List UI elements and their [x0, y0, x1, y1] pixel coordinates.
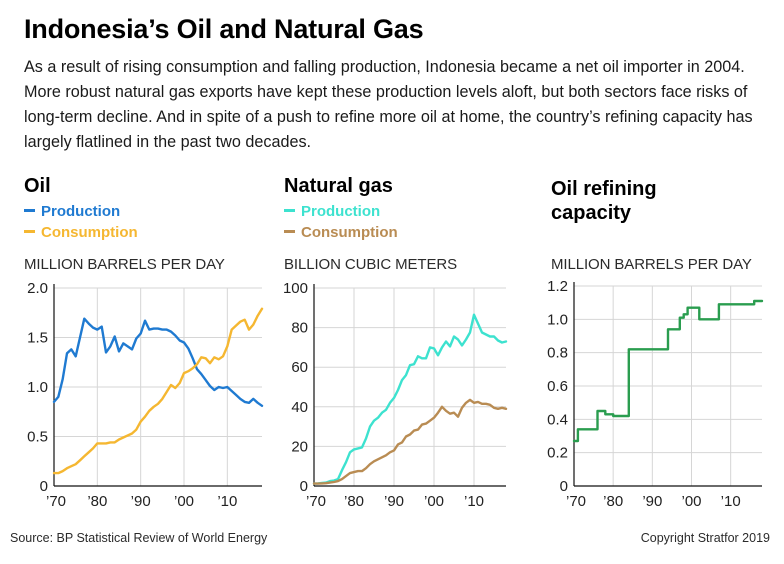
- gas-consumption-line: [312, 398, 508, 485]
- gas-consumption-swatch: [284, 229, 295, 233]
- copyright-note: Copyright Stratfor 2019: [640, 531, 770, 545]
- gas-legend-consumption: Consumption: [284, 224, 398, 242]
- gas-xtick-label: ’80: [344, 493, 364, 510]
- oil-legend-consumption: Consumption: [24, 224, 138, 242]
- gas-ytick-label: 20: [291, 438, 308, 455]
- oil-ytick-label: 2.0: [27, 280, 48, 297]
- refining-ytick-label: 0.2: [547, 445, 568, 462]
- gas-ytick-label: 0: [300, 478, 308, 495]
- gas-production-line: [312, 313, 508, 485]
- gas-ytick-label: 80: [291, 320, 308, 337]
- refining-ytick-label: 0.6: [547, 378, 568, 395]
- oil-legend-production-label: Production: [41, 203, 121, 220]
- oil-panel-title: Oil: [24, 175, 51, 197]
- oil-xtick-label: ’90: [131, 493, 151, 510]
- gas-xtick-label: ’90: [384, 493, 404, 510]
- oil-xtick-label: ’80: [87, 493, 107, 510]
- gas-ytick-label: 100: [283, 280, 308, 297]
- oil-unit-label: MILLION BARRELS PER DAY: [24, 256, 225, 273]
- refining-xtick-label: ’80: [603, 493, 623, 510]
- oil-production-line: [52, 317, 264, 407]
- gas-legend-production-label: Production: [301, 203, 381, 220]
- refining-xtick-label: ’00: [681, 493, 701, 510]
- refining-ytick-label: 0: [560, 478, 568, 495]
- oil-ytick-label: 0.5: [27, 429, 48, 446]
- gas-panel-title: Natural gas: [284, 175, 393, 197]
- oil-xtick-label: ’70: [46, 493, 66, 510]
- refining-unit-label: MILLION BARRELS PER DAY: [551, 256, 752, 273]
- gas-legend-production: Production: [284, 203, 380, 221]
- refining-xtick-label: ’10: [721, 493, 741, 510]
- refining-ytick-label: 1.2: [547, 278, 568, 295]
- oil-legend-production: Production: [24, 203, 120, 221]
- refining-capacity-line: [572, 299, 764, 443]
- refining-ytick-label: 1.0: [547, 311, 568, 328]
- page-title: Indonesia’s Oil and Natural Gas: [24, 14, 424, 44]
- gas-unit-label: BILLION CUBIC METERS: [284, 256, 458, 273]
- refining-ytick-label: 0.4: [547, 411, 568, 428]
- oil-ytick-label: 0: [40, 478, 48, 495]
- refining-xtick-label: ’70: [566, 493, 586, 510]
- oil-production-swatch: [24, 208, 35, 212]
- oil-legend-consumption-label: Consumption: [41, 224, 138, 241]
- oil-consumption-line: [52, 307, 264, 475]
- source-note: Source: BP Statistical Review of World E…: [10, 531, 268, 545]
- gas-production-swatch: [284, 208, 295, 212]
- oil-xtick-label: ’10: [217, 493, 237, 510]
- gas-legend-consumption-label: Consumption: [301, 224, 398, 241]
- oil-ytick-label: 1.0: [27, 379, 48, 396]
- refining-xtick-label: ’90: [642, 493, 662, 510]
- gas-xtick-label: ’70: [306, 493, 326, 510]
- gas-xtick-label: ’10: [464, 493, 484, 510]
- oil-ytick-label: 1.5: [27, 330, 48, 347]
- page-subtitle: As a result of rising consumption and fa…: [24, 58, 753, 151]
- gas-xtick-label: ’00: [424, 493, 444, 510]
- oil-consumption-swatch: [24, 229, 35, 233]
- gas-ytick-label: 60: [291, 359, 308, 376]
- oil-xtick-label: ’00: [174, 493, 194, 510]
- refining-ytick-label: 0.8: [547, 345, 568, 362]
- gas-ytick-label: 40: [291, 399, 308, 416]
- refining-panel-title: Oil refining capacity: [551, 178, 657, 224]
